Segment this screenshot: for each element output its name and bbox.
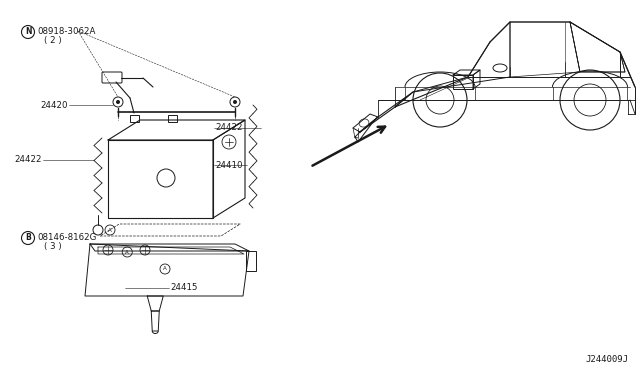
Text: B: B	[25, 234, 31, 243]
Text: 24422: 24422	[15, 155, 42, 164]
Bar	[453, 75, 473, 89]
Text: 24420: 24420	[40, 100, 68, 109]
Text: J244009J: J244009J	[585, 355, 628, 364]
Text: N: N	[25, 28, 31, 36]
Text: A: A	[108, 228, 112, 232]
Text: 24422: 24422	[215, 124, 243, 132]
Bar	[130, 115, 139, 122]
Bar	[168, 115, 177, 122]
Text: 08918-3062A: 08918-3062A	[37, 26, 95, 35]
Circle shape	[233, 100, 237, 104]
Text: A: A	[125, 250, 129, 254]
Text: 24415: 24415	[170, 283, 198, 292]
Text: A: A	[163, 266, 167, 272]
Text: ( 3 ): ( 3 )	[44, 243, 61, 251]
Circle shape	[116, 100, 120, 104]
Text: 24410: 24410	[215, 160, 243, 170]
Text: ( 2 ): ( 2 )	[44, 36, 61, 45]
Bar	[246, 251, 256, 271]
Text: 08146-8162G: 08146-8162G	[37, 232, 97, 241]
